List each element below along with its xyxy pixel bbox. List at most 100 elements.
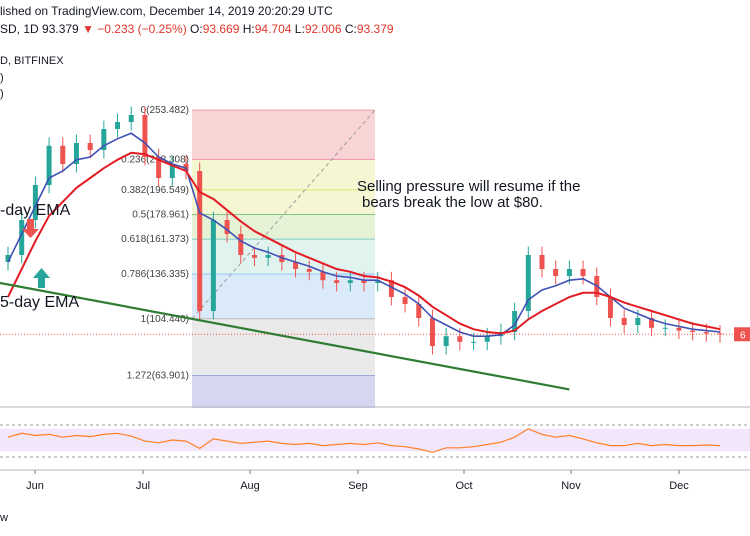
candle-body	[87, 143, 93, 150]
exchange-text: D, BITFINEX	[0, 55, 64, 67]
candle-body	[265, 255, 271, 258]
x-tick-label: Sep	[348, 480, 368, 492]
price-change: ▼ −0.233 (−0.25%)	[82, 22, 187, 36]
close-value: 93.379	[356, 22, 394, 36]
footer-text: w	[0, 512, 8, 524]
fib-level-label: 1.272(63.901)	[127, 371, 189, 382]
candle-body	[224, 220, 230, 234]
candle-body	[128, 115, 134, 122]
candle-body	[676, 327, 682, 331]
up-arrow-icon	[33, 268, 50, 288]
x-tick-label: Jul	[136, 480, 150, 492]
candle-body	[46, 145, 52, 185]
candle-body	[388, 280, 394, 297]
candle-body	[115, 122, 121, 129]
fib-level-label: 0.382(196.549)	[121, 185, 189, 196]
trendline	[0, 281, 570, 391]
fibonacci-diagonal	[191, 109, 376, 320]
price-axis-tag-text: 6	[740, 330, 746, 341]
low-value: 92.006	[304, 22, 342, 36]
candle-body	[238, 234, 244, 255]
fib-zone	[192, 159, 375, 190]
candle-body	[142, 115, 148, 157]
ema-fast-line	[7, 132, 721, 338]
x-tick-label: Jun	[26, 480, 44, 492]
fib-level-label: 0.618(161.373)	[121, 234, 189, 245]
candle-body	[293, 262, 299, 269]
ema-slow-label: 5-day EMA	[0, 294, 79, 311]
x-tick-label: Dec	[669, 480, 689, 492]
selling-pressure-line-2: bears break the low at $80.	[362, 194, 543, 211]
candle-body	[443, 336, 449, 346]
legend-glyph-1: )	[0, 72, 4, 84]
candle-body	[210, 220, 216, 311]
ema-slow-text: -day EMA	[9, 294, 80, 311]
fibonacci-labels: 0(253.482) 0.236(218.308) 0.382(196.549) 0.…	[121, 105, 189, 381]
price-axis-tag	[734, 327, 750, 342]
candle-body	[347, 280, 353, 283]
fib-zone	[192, 375, 375, 408]
fib-level-label: 0.5(178.961)	[132, 209, 189, 220]
candle-body	[156, 157, 162, 178]
candle-body	[60, 145, 66, 164]
candle-body	[5, 255, 11, 262]
ema-slow-line	[7, 151, 721, 335]
rsi-line	[7, 428, 721, 453]
candle-body	[375, 280, 381, 283]
fib-level-label: 0.786(136.335)	[121, 269, 189, 280]
candle-body	[457, 336, 463, 342]
candle-body	[525, 255, 531, 311]
open-value: 93.669	[202, 22, 240, 36]
candle-body	[334, 280, 340, 283]
low-label: L:	[294, 22, 305, 36]
high-label: H:	[242, 22, 255, 36]
candle-body	[662, 327, 668, 329]
candle-body	[19, 220, 25, 255]
candle-body	[607, 297, 613, 318]
exchange-label: D, BITFINEX	[0, 55, 64, 67]
x-tick-label: Nov	[561, 480, 581, 492]
published-line: lished on TradingView.com, December 14, …	[0, 4, 333, 18]
candle-body	[32, 185, 38, 220]
candle-body	[471, 341, 477, 343]
fibonacci-zones	[192, 109, 375, 408]
fib-zone	[192, 214, 375, 240]
symbol-name: SD, 1D	[0, 22, 39, 36]
x-tick-label: Oct	[455, 480, 472, 492]
fib-level-label: 0(253.482)	[141, 105, 189, 116]
candle-body	[635, 318, 641, 325]
candle-body	[484, 336, 490, 342]
candle-body	[101, 129, 107, 150]
candle-body	[429, 318, 435, 346]
fib-level-label: 0.236(218.308)	[121, 154, 189, 165]
ema-fast-label: -day EMA	[0, 202, 71, 219]
candle-body	[306, 269, 312, 272]
candle-body	[251, 255, 257, 258]
candle-body	[539, 255, 545, 269]
candle-body	[566, 269, 572, 276]
x-axis-ticks: Jun Jul Aug Sep Oct Nov Dec	[26, 470, 689, 492]
high-value: 94.704	[254, 22, 292, 36]
fib-zone	[192, 274, 375, 319]
candle-body	[169, 164, 175, 178]
published-text: lished on TradingView.com, December 14, …	[0, 4, 333, 18]
candle-body	[580, 269, 586, 276]
open-label: O:	[190, 22, 203, 36]
candle-body	[402, 297, 408, 304]
candle-body	[717, 333, 723, 335]
last-price: 93.379	[42, 22, 79, 36]
candle-body	[690, 330, 696, 332]
candlesticks	[5, 106, 723, 355]
close-label: C:	[344, 22, 357, 36]
ema-slow-prefix: 5	[0, 294, 9, 311]
symbol-ohlc-line: SD, 1D 93.379 ▼ −0.233 (−0.25%) O:93.669…	[0, 22, 394, 36]
candle-body	[703, 332, 709, 334]
candle-body	[621, 318, 627, 325]
candle-body	[512, 311, 518, 332]
candle-body	[73, 143, 79, 164]
down-arrow-icon	[22, 219, 39, 238]
fib-zone	[192, 189, 375, 215]
candle-body	[649, 318, 655, 328]
candle-body	[416, 304, 422, 318]
